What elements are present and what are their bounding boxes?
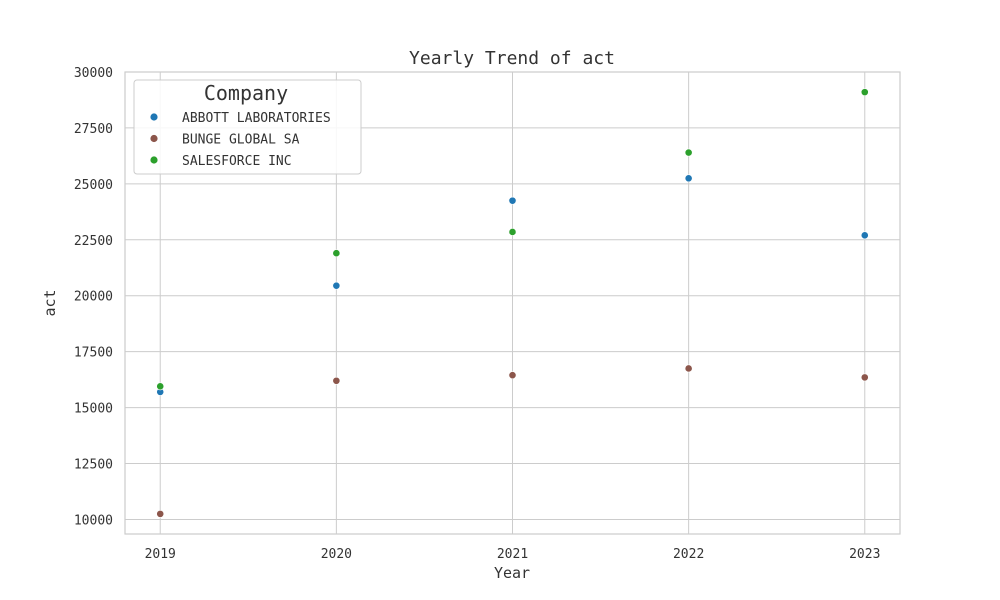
data-point — [332, 376, 341, 385]
x-axis-label: Year — [494, 564, 530, 582]
y-tick-label: 22500 — [74, 234, 113, 249]
legend: Company ABBOTT LABORATORIES BUNGE GLOBAL … — [133, 79, 362, 175]
chart-title: Yearly Trend of act — [409, 48, 615, 69]
x-tick-label: 2023 — [849, 547, 880, 562]
legend-marker — [150, 134, 158, 143]
y-tick-label: 12500 — [74, 458, 113, 473]
data-point — [332, 249, 341, 258]
data-point — [508, 371, 517, 380]
data-points — [156, 88, 869, 518]
y-tick-label: 27500 — [74, 122, 113, 137]
x-tick-label: 2020 — [321, 547, 352, 562]
legend-title: Company — [204, 81, 288, 105]
series-group — [156, 174, 869, 396]
legend-entries: ABBOTT LABORATORIES BUNGE GLOBAL SA SALESF… — [150, 111, 331, 169]
legend-entry-label: BUNGE GLOBAL SA — [182, 133, 300, 148]
data-point — [684, 148, 693, 157]
y-tick-label: 20000 — [74, 290, 113, 305]
plot-frame — [124, 71, 901, 535]
x-tick-label: 2019 — [145, 547, 176, 562]
y-tick-label: 15000 — [74, 402, 113, 417]
y-tick-label: 10000 — [74, 513, 113, 528]
legend-marker — [150, 113, 158, 121]
data-point — [156, 382, 165, 391]
data-point — [156, 509, 165, 518]
data-point — [332, 281, 341, 290]
x-tick-label: 2021 — [497, 547, 528, 562]
y-axis-label: act — [41, 289, 59, 316]
series-group — [156, 364, 869, 518]
data-point — [860, 88, 869, 97]
data-point — [860, 373, 869, 382]
series-group — [156, 88, 869, 391]
data-point — [508, 228, 517, 236]
data-point — [508, 196, 517, 205]
data-point — [684, 364, 693, 373]
tick-labels: 10000 12500 15000 17500 20000 22500 25000 27500… — [74, 66, 881, 562]
data-point — [860, 231, 869, 240]
legend-marker — [150, 156, 158, 164]
y-tick-label: 30000 — [74, 66, 113, 81]
data-point — [684, 174, 693, 183]
x-tick-label: 2022 — [673, 547, 704, 562]
legend-entry-label: SALESFORCE INC — [182, 154, 292, 169]
y-tick-label: 25000 — [74, 178, 113, 193]
legend-box — [133, 79, 362, 175]
y-tick-label: 17500 — [74, 346, 113, 361]
legend-entry-label: ABBOTT LABORATORIES — [182, 111, 331, 126]
